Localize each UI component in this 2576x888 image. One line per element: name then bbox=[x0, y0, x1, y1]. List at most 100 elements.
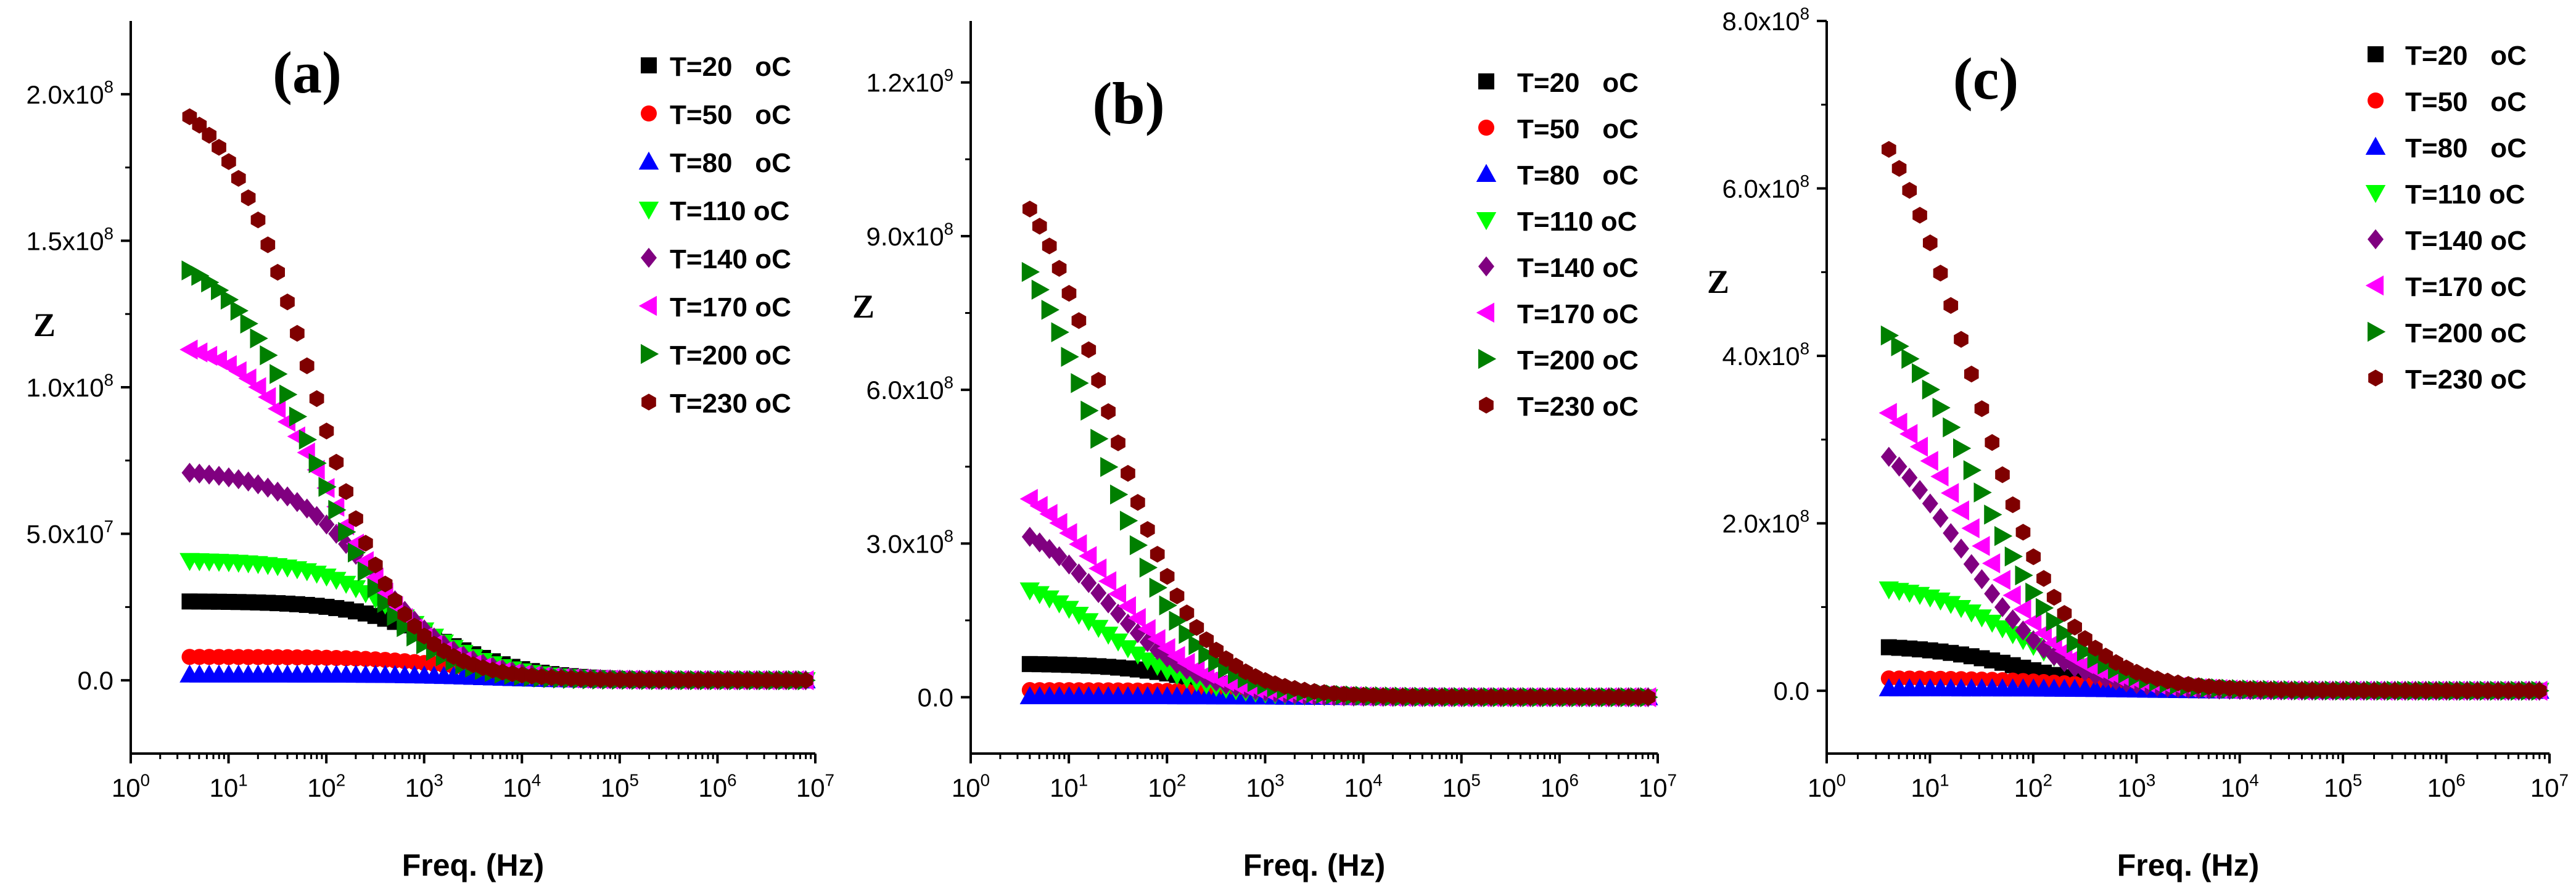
legend-marker bbox=[1478, 73, 1494, 89]
data-point bbox=[267, 398, 286, 419]
legend-entry-label: T=50 oC bbox=[1517, 114, 1639, 144]
data-point bbox=[1129, 535, 1148, 556]
legend-entry-label: T=200 oC bbox=[1517, 345, 1639, 376]
data-point bbox=[1995, 466, 2010, 483]
data-point bbox=[1199, 631, 1214, 649]
data-point bbox=[1981, 553, 2001, 574]
data-point bbox=[309, 390, 324, 408]
data-point bbox=[328, 500, 347, 520]
data-point bbox=[1973, 482, 1992, 503]
data-point bbox=[1061, 554, 1077, 575]
y-tick-label: 1.0x108 bbox=[26, 370, 113, 402]
data-point bbox=[1881, 141, 1896, 158]
data-point bbox=[1902, 182, 1917, 199]
data-point bbox=[211, 466, 228, 486]
legend-marker bbox=[638, 295, 657, 316]
data-point bbox=[260, 236, 276, 253]
data-point bbox=[1049, 595, 1069, 614]
data-point bbox=[1080, 573, 1097, 593]
data-point bbox=[1912, 363, 1930, 384]
data-point bbox=[1051, 322, 1069, 343]
legend-entry-label: T=200 oC bbox=[670, 340, 791, 371]
x-tick-label: 100 bbox=[1808, 770, 1846, 802]
legend-entry-label: T=80 oC bbox=[1517, 160, 1639, 191]
x-tick-label: 105 bbox=[1442, 770, 1481, 802]
data-point bbox=[1137, 619, 1156, 639]
data-point bbox=[1972, 536, 1990, 556]
legend-entry-label: T=140 oC bbox=[1517, 253, 1639, 283]
data-point bbox=[318, 477, 337, 497]
data-point bbox=[2035, 598, 2054, 619]
data-point bbox=[1042, 237, 1057, 255]
data-point bbox=[1039, 590, 1060, 609]
x-tick-label: 102 bbox=[1148, 770, 1186, 802]
legend-entry-label: T=50 oC bbox=[2405, 87, 2527, 117]
data-point bbox=[1880, 325, 1899, 346]
x-tick-label: 101 bbox=[1050, 770, 1088, 802]
y-tick-label: 3.0x108 bbox=[866, 527, 953, 559]
data-point bbox=[1059, 523, 1077, 543]
x-tick-label: 101 bbox=[1911, 770, 1949, 802]
y-tick-label: 0.0 bbox=[918, 683, 953, 712]
series-230C bbox=[1022, 200, 1656, 706]
data-point bbox=[1051, 260, 1067, 277]
data-point bbox=[368, 556, 383, 574]
x-tick-label: 107 bbox=[2530, 770, 2569, 802]
data-point bbox=[241, 189, 256, 207]
data-point bbox=[280, 293, 295, 311]
legend-marker bbox=[2368, 369, 2383, 387]
panel-label: (b) bbox=[1092, 70, 1164, 136]
data-point bbox=[1901, 467, 1918, 488]
data-point bbox=[260, 345, 278, 366]
data-point bbox=[1964, 365, 1979, 383]
data-point bbox=[1188, 635, 1207, 656]
chart-panel-2: 100 101 102 103 104 105 106 107 0.0 3.0x108 6.0x10… bbox=[852, 21, 1677, 882]
data-point bbox=[2067, 619, 2082, 636]
chart-panel-1: 100 101 102 103 104 105 106 107 0.0 5.0x107 1.0x10… bbox=[26, 21, 834, 882]
data-point bbox=[377, 575, 393, 593]
data-point bbox=[2532, 682, 2547, 699]
data-point bbox=[1880, 446, 1897, 467]
data-point bbox=[1147, 629, 1166, 649]
x-tick-label: 103 bbox=[2117, 770, 2155, 802]
data-point bbox=[221, 153, 236, 170]
data-point bbox=[1984, 583, 2001, 604]
legend-marker bbox=[1479, 397, 1494, 414]
data-point bbox=[1080, 400, 1099, 421]
y-axis-title: Z bbox=[852, 288, 874, 325]
x-tick-label: 104 bbox=[2221, 770, 2259, 802]
data-point bbox=[1951, 500, 1970, 521]
data-point bbox=[1879, 403, 1897, 423]
data-point bbox=[1071, 312, 1087, 329]
data-point bbox=[1972, 609, 1992, 628]
legend-entry-label: T=170 oC bbox=[670, 292, 791, 323]
data-point bbox=[367, 578, 386, 599]
x-axis-title: Freq. (Hz) bbox=[2117, 848, 2260, 882]
data-point bbox=[1159, 595, 1177, 615]
data-point bbox=[1079, 613, 1099, 631]
legend-entry-label: T=110 oC bbox=[1517, 207, 1637, 237]
data-point bbox=[231, 170, 246, 187]
data-point bbox=[191, 266, 210, 286]
data-point bbox=[1061, 347, 1079, 367]
data-point bbox=[270, 263, 286, 281]
x-tick-label: 103 bbox=[405, 770, 443, 802]
data-point bbox=[299, 357, 315, 374]
data-point bbox=[2025, 582, 2044, 603]
data-point bbox=[1039, 504, 1058, 524]
data-point bbox=[2015, 620, 2031, 641]
data-point bbox=[2005, 496, 2020, 514]
legend-entry-label: T=170 oC bbox=[2405, 272, 2527, 302]
data-point bbox=[1111, 434, 1125, 451]
data-point bbox=[1119, 511, 1138, 531]
data-point bbox=[2025, 630, 2042, 651]
legend-marker bbox=[641, 343, 659, 364]
data-point bbox=[1041, 300, 1060, 320]
data-point bbox=[1117, 596, 1136, 617]
series-230C bbox=[182, 108, 813, 689]
data-point bbox=[339, 483, 354, 500]
data-point bbox=[258, 387, 276, 408]
data-point bbox=[345, 580, 366, 599]
legend-entry-label: T=20 oC bbox=[2405, 41, 2527, 71]
legend-marker bbox=[2365, 136, 2386, 155]
